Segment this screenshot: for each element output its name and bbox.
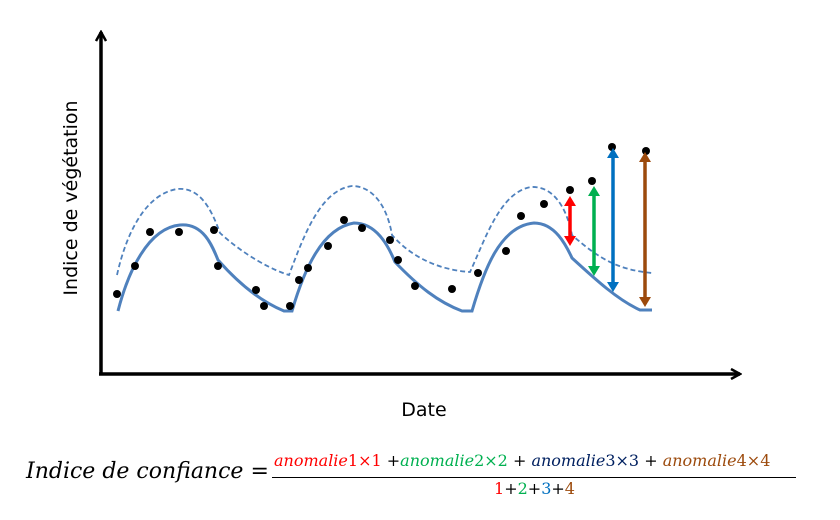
observation-point <box>588 177 596 185</box>
observation-point <box>260 302 268 310</box>
confidence-index-formula: Indice de confiance = anomalie1×1 +anoma… <box>0 437 840 517</box>
formula-equals: = <box>250 459 269 484</box>
anomaly-arrow-1 <box>564 196 576 246</box>
term-1-weight: 1 <box>371 451 382 470</box>
den-4: 4 <box>564 479 575 498</box>
term-4-word: anomalie <box>662 451 737 470</box>
observation-point <box>386 236 394 244</box>
term-3: anomalie3×3 <box>531 451 639 470</box>
term-2-weight: 2 <box>497 451 508 470</box>
term-1-index: 1 <box>347 451 359 470</box>
observation-point <box>411 282 419 290</box>
term-3-word: anomalie <box>531 451 606 470</box>
observation-point <box>474 269 482 277</box>
curves <box>116 185 653 313</box>
term-2: anomalie2×2 <box>400 451 508 470</box>
mean-curve <box>116 221 652 313</box>
observation-point <box>502 247 510 255</box>
threshold-curve-dashed <box>116 185 653 277</box>
observation-point <box>214 262 222 270</box>
anomaly-arrow-4 <box>639 152 651 307</box>
term-4: anomalie4×4 <box>663 451 771 470</box>
anomaly-arrow-2 <box>588 186 600 276</box>
observation-point <box>642 147 650 155</box>
observation-point <box>113 290 121 298</box>
observation-point <box>340 216 348 224</box>
observation-point <box>295 276 303 284</box>
observation-point <box>566 186 574 194</box>
formula-lhs-label: Indice de confiance <box>26 459 244 484</box>
term-1-times: × <box>358 451 372 470</box>
term-4-weight: 4 <box>760 451 771 470</box>
observation-point <box>210 226 218 234</box>
observation-point <box>517 212 525 220</box>
den-plus-1: + <box>504 479 518 498</box>
y-axis-label: Indice de végétation <box>60 100 82 295</box>
observation-point <box>304 264 312 272</box>
plus-2: + <box>512 451 527 470</box>
anomaly-arrows <box>564 148 651 307</box>
den-3: 3 <box>541 479 552 498</box>
den-1: 1 <box>494 479 505 498</box>
den-plus-2: + <box>527 479 542 498</box>
formula-denominator: 1+2+3+4 <box>494 479 575 498</box>
formula-numerator: anomalie1×1 +anomalie2×2 + anomalie3×3 +… <box>274 451 770 470</box>
plus-3: + <box>644 451 658 470</box>
term-1: anomalie1×1 <box>274 451 382 470</box>
observation-point <box>175 228 183 236</box>
term-2-times: × <box>484 451 498 470</box>
den-2: 2 <box>517 479 528 498</box>
observation-point <box>131 262 139 270</box>
observation-point <box>146 228 154 236</box>
vegetation-diagram: Indice de végétation Date <box>60 0 840 421</box>
term-3-weight: 3 <box>628 451 640 470</box>
formula-lhs: Indice de confiance = <box>26 459 269 484</box>
observation-point <box>608 143 616 151</box>
den-plus-3: + <box>551 479 565 498</box>
observation-point <box>252 286 260 294</box>
x-axis-label: Date <box>401 399 446 421</box>
observation-point <box>286 302 294 310</box>
term-4-times: × <box>746 451 761 470</box>
observation-point <box>540 200 548 208</box>
plus-1: + <box>386 451 401 470</box>
term-2-index: 2 <box>474 451 485 470</box>
term-2-word: anomalie <box>400 451 475 470</box>
observation-point <box>324 242 332 250</box>
term-4-index: 4 <box>736 451 747 470</box>
observation-point <box>358 224 366 232</box>
observation-points <box>113 143 650 310</box>
observation-point <box>448 285 456 293</box>
term-3-index: 3 <box>605 451 616 470</box>
term-3-times: × <box>615 451 629 470</box>
term-1-word: anomalie <box>274 451 348 470</box>
observation-point <box>394 256 402 264</box>
anomaly-arrow-3 <box>607 148 619 292</box>
fraction-bar <box>272 477 796 478</box>
